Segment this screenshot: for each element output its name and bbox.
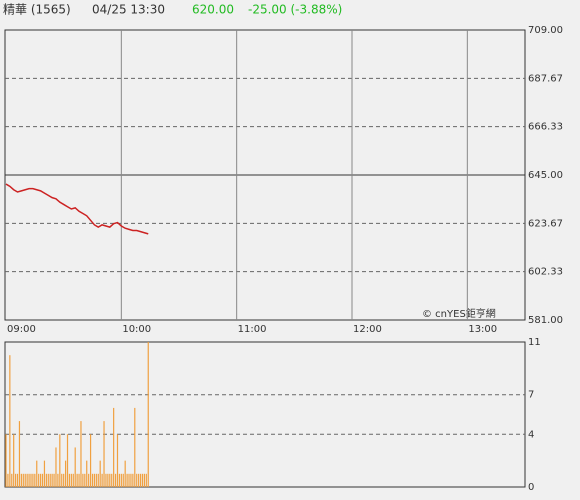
volume-bar	[53, 473, 55, 487]
volume-bar	[76, 473, 78, 487]
volume-bar	[84, 473, 86, 487]
volume-bar	[97, 473, 99, 487]
volume-bar	[93, 473, 96, 487]
y-tick-label: 7	[528, 390, 534, 401]
volume-bar	[132, 473, 134, 487]
volume-bar	[9, 355, 11, 487]
stock-name: 精華 (1565)	[3, 3, 71, 17]
y-tick-label: 4	[528, 429, 534, 440]
volume-bar	[47, 473, 49, 487]
volume-bar	[130, 473, 132, 487]
volume-bar	[120, 473, 122, 487]
watermark: © cnYES鉅亨網	[422, 307, 496, 320]
volume-bar	[26, 473, 28, 487]
x-tick-label: 10:00	[122, 324, 151, 335]
volume-bar	[95, 473, 97, 487]
volume-bar	[114, 473, 117, 487]
x-tick-label: 09:00	[7, 324, 36, 335]
volume-bar	[88, 473, 90, 487]
volume-bar	[113, 407, 115, 487]
volume-bar	[141, 473, 144, 487]
volume-bar	[24, 473, 26, 487]
volume-bar	[59, 434, 61, 487]
volume-bar	[30, 473, 32, 487]
volume-bar	[28, 473, 30, 487]
volume-bar	[61, 473, 63, 487]
datetime: 04/25 13:30	[92, 3, 165, 17]
y-tick-label: 602.33	[528, 267, 563, 278]
change: -25.00 (-3.88%)	[248, 3, 342, 17]
y-tick-label: 623.67	[528, 218, 563, 229]
volume-bar	[43, 460, 46, 487]
volume-bar	[145, 473, 147, 487]
volume-bar	[36, 460, 38, 487]
volume-bar	[41, 473, 44, 487]
volume-bar	[16, 473, 19, 487]
volume-bar	[99, 460, 101, 487]
volume-bar	[63, 473, 65, 487]
volume-bar	[147, 342, 149, 487]
volume-bar	[7, 473, 9, 487]
volume-bar	[126, 473, 128, 487]
y-tick-label: 0	[528, 482, 534, 493]
volume-bar	[70, 473, 72, 487]
volume-bar	[72, 473, 74, 487]
volume-bar	[32, 473, 34, 487]
volume-bar	[38, 473, 40, 487]
y-tick-label: 645.00	[528, 170, 563, 181]
volume-bar	[101, 473, 103, 487]
volume-bar	[74, 447, 76, 487]
volume-panel	[4, 341, 526, 488]
volume-bar	[118, 473, 121, 487]
volume-bar	[18, 421, 21, 487]
volume-bar	[20, 473, 22, 487]
volume-bar	[82, 473, 84, 487]
volume-bar	[40, 473, 42, 487]
volume-bar	[66, 434, 69, 487]
volume-bar	[109, 473, 111, 487]
volume-bar	[143, 473, 145, 487]
volume-bar	[11, 473, 13, 487]
volume-bar	[105, 473, 107, 487]
volume-bar	[86, 460, 88, 487]
price: 620.00	[192, 3, 234, 17]
y-tick-label: 11	[528, 337, 541, 348]
volume-bar	[57, 473, 59, 487]
x-tick-label: 13:00	[468, 324, 497, 335]
volume-bar	[103, 421, 105, 487]
volume-bar	[89, 434, 92, 487]
volume-bar	[116, 434, 119, 487]
volume-bar	[107, 473, 109, 487]
y-tick-label: 581.00	[528, 315, 563, 326]
volume-bar	[91, 473, 94, 487]
volume-bar	[124, 460, 126, 487]
volume-bar	[134, 407, 136, 487]
volume-bar	[15, 473, 17, 487]
volume-bar	[78, 473, 80, 487]
volume-bar	[51, 473, 53, 487]
volume-bar	[138, 473, 140, 487]
y-tick-label: 687.67	[528, 73, 563, 84]
volume-bar	[34, 473, 36, 487]
y-tick-label: 709.00	[528, 25, 563, 36]
volume-bar	[128, 473, 130, 487]
volume-bar	[80, 421, 82, 487]
x-tick-label: 11:00	[238, 324, 267, 335]
volume-bar	[5, 434, 7, 487]
y-tick-label: 666.33	[528, 122, 563, 133]
volume-bar	[136, 473, 138, 487]
x-tick-label: 12:00	[353, 324, 382, 335]
volume-bar	[122, 473, 124, 487]
price-line	[5, 183, 149, 235]
volume-bar	[49, 473, 51, 487]
volume-bar	[13, 434, 15, 487]
volume-bar	[22, 473, 24, 487]
volume-bar	[45, 473, 47, 487]
volume-bar	[55, 447, 57, 487]
volume-bar	[68, 473, 71, 487]
volume-bar	[111, 473, 113, 487]
volume-bar	[64, 460, 67, 487]
volume-bar	[139, 473, 142, 487]
